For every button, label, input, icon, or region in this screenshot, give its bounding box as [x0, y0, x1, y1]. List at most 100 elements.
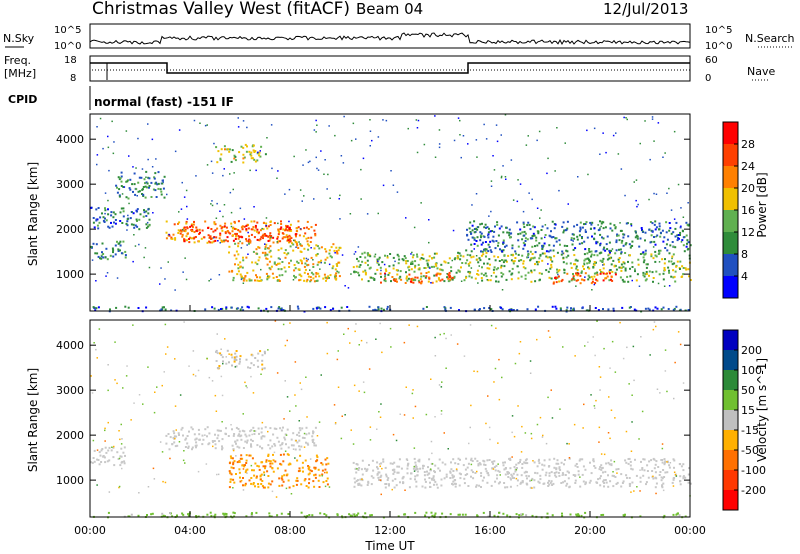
velocity-cell: [629, 464, 632, 467]
velocity-cell: [271, 480, 274, 483]
velocity-cell: [98, 451, 101, 454]
power-cell: [128, 155, 130, 157]
power-cell: [298, 268, 301, 271]
velocity-cell: [299, 382, 301, 384]
power-cell: [671, 263, 674, 266]
power-cell: [386, 255, 389, 257]
power-cell: [527, 253, 530, 256]
power-cell: [611, 270, 614, 273]
velocity-cell: [261, 480, 264, 482]
power-cell: [384, 273, 387, 276]
power-cell: [614, 273, 617, 276]
power-cell: [234, 238, 237, 240]
power-cell: [142, 215, 145, 218]
velocity-cell: [480, 486, 482, 488]
power-cell: [469, 261, 472, 264]
power-cell: [119, 177, 122, 180]
power-cell: [284, 249, 287, 252]
velocity-cell: [560, 461, 563, 464]
power-cell: [120, 207, 123, 210]
velocity-cell: [531, 477, 534, 480]
power-cell: [264, 254, 267, 257]
velocity-cell: [572, 474, 575, 476]
velocity-cell: [466, 466, 469, 469]
power-cell: [369, 145, 371, 147]
velocity-cell: [518, 352, 521, 355]
velocity-cell: [256, 359, 259, 362]
velocity-cell: [257, 427, 260, 430]
power-colorbar-tick-label: 16: [741, 204, 755, 217]
power-cell: [599, 153, 601, 155]
power-cell: [546, 256, 549, 259]
power-cell: [224, 239, 227, 242]
power-cell: [592, 265, 595, 268]
velocity-cell: [146, 514, 148, 516]
velocity-cell: [221, 394, 224, 397]
power-cell: [601, 259, 604, 262]
power-cell: [98, 221, 101, 224]
velocity-cell: [325, 514, 328, 517]
power-cell: [119, 220, 122, 222]
power-cell: [647, 307, 650, 310]
velocity-cell: [625, 430, 628, 433]
power-cell: [161, 182, 164, 185]
velocity-cell: [548, 458, 551, 461]
power-cell: [189, 225, 192, 228]
power-cell: [266, 278, 269, 281]
power-cell: [420, 272, 423, 275]
power-cell: [567, 203, 569, 205]
power-cell: [265, 222, 268, 225]
velocity-colorbar-step: [723, 370, 738, 390]
velocity-cell: [251, 515, 254, 517]
velocity-cell: [317, 479, 320, 482]
power-cell: [606, 235, 609, 238]
velocity-cell: [308, 466, 311, 469]
power-cell: [215, 217, 218, 219]
power-cell: [256, 230, 258, 233]
velocity-cell: [197, 428, 200, 431]
velocity-cell: [266, 470, 269, 473]
velocity-cell: [609, 480, 612, 483]
power-cell: [420, 257, 423, 259]
power-cell: [531, 237, 534, 240]
power-cell: [350, 273, 352, 275]
power-cell: [243, 156, 246, 159]
power-cell: [324, 248, 327, 251]
power-cell: [369, 266, 372, 269]
power-cell: [277, 307, 280, 310]
power-cell: [600, 271, 602, 273]
velocity-cell: [629, 483, 632, 486]
velocity-cell: [217, 473, 220, 476]
nsky-tick-left-top: 10^5: [54, 25, 81, 36]
velocity-cell: [402, 481, 404, 484]
power-cell: [636, 205, 638, 208]
velocity-cell: [244, 440, 247, 443]
velocity-cell: [166, 346, 169, 348]
power-cell: [616, 233, 619, 236]
power-cell: [254, 160, 257, 163]
power-cell: [620, 251, 623, 254]
power-cell: [440, 263, 443, 266]
power-colorbar-step: [723, 210, 738, 232]
power-cell: [186, 205, 188, 208]
velocity-cell: [299, 429, 302, 432]
power-cell: [292, 249, 295, 252]
velocity-cell: [501, 376, 503, 379]
power-cell: [671, 241, 674, 243]
velocity-cell: [520, 513, 523, 516]
velocity-cell: [231, 364, 233, 367]
power-cell: [261, 227, 263, 230]
power-cell: [278, 280, 281, 282]
power-cell: [495, 124, 498, 126]
power-cell: [408, 269, 411, 272]
power-y-tick-label: 3000: [56, 178, 84, 191]
power-cell: [263, 221, 265, 224]
power-cell: [264, 246, 267, 249]
power-cell: [280, 247, 283, 250]
power-cell: [573, 237, 576, 240]
power-cell: [240, 278, 243, 281]
power-cell: [355, 271, 358, 273]
power-cell: [650, 253, 653, 256]
power-cell: [242, 153, 245, 156]
power-cell: [114, 219, 117, 221]
